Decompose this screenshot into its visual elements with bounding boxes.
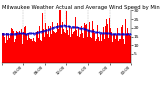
Text: Milwaukee Weather Actual and Average Wind Speed by Minute mph (Last 24 Hours): Milwaukee Weather Actual and Average Win… [2,5,160,10]
